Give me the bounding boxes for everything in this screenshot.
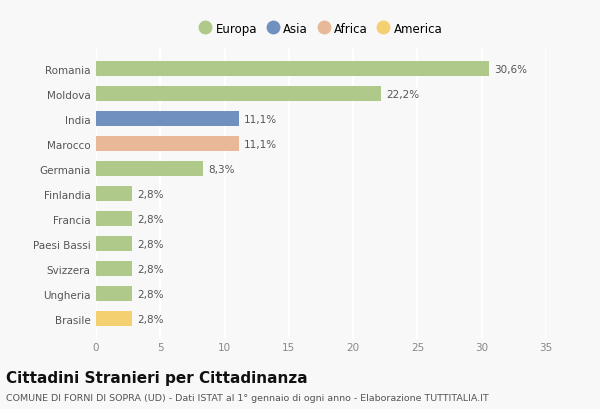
Text: 11,1%: 11,1% xyxy=(244,115,277,125)
Text: 11,1%: 11,1% xyxy=(244,139,277,149)
Bar xyxy=(96,237,132,252)
Bar xyxy=(96,187,132,202)
Text: 2,8%: 2,8% xyxy=(137,314,164,324)
Bar xyxy=(96,137,239,152)
Bar xyxy=(96,87,382,102)
Legend: Europa, Asia, Africa, America: Europa, Asia, Africa, America xyxy=(197,20,445,38)
Bar xyxy=(96,311,132,326)
Bar xyxy=(96,286,132,301)
Bar xyxy=(96,261,132,276)
Bar xyxy=(96,212,132,227)
Bar xyxy=(96,112,239,127)
Text: 2,8%: 2,8% xyxy=(137,264,164,274)
Text: Cittadini Stranieri per Cittadinanza: Cittadini Stranieri per Cittadinanza xyxy=(6,370,308,385)
Bar xyxy=(96,62,490,77)
Text: 22,2%: 22,2% xyxy=(386,90,419,100)
Text: 2,8%: 2,8% xyxy=(137,239,164,249)
Text: COMUNE DI FORNI DI SOPRA (UD) - Dati ISTAT al 1° gennaio di ogni anno - Elaboraz: COMUNE DI FORNI DI SOPRA (UD) - Dati IST… xyxy=(6,393,489,402)
Text: 30,6%: 30,6% xyxy=(494,65,527,75)
Text: 2,8%: 2,8% xyxy=(137,289,164,299)
Text: 2,8%: 2,8% xyxy=(137,214,164,224)
Text: 2,8%: 2,8% xyxy=(137,189,164,199)
Bar xyxy=(96,162,203,177)
Text: 8,3%: 8,3% xyxy=(208,164,235,174)
